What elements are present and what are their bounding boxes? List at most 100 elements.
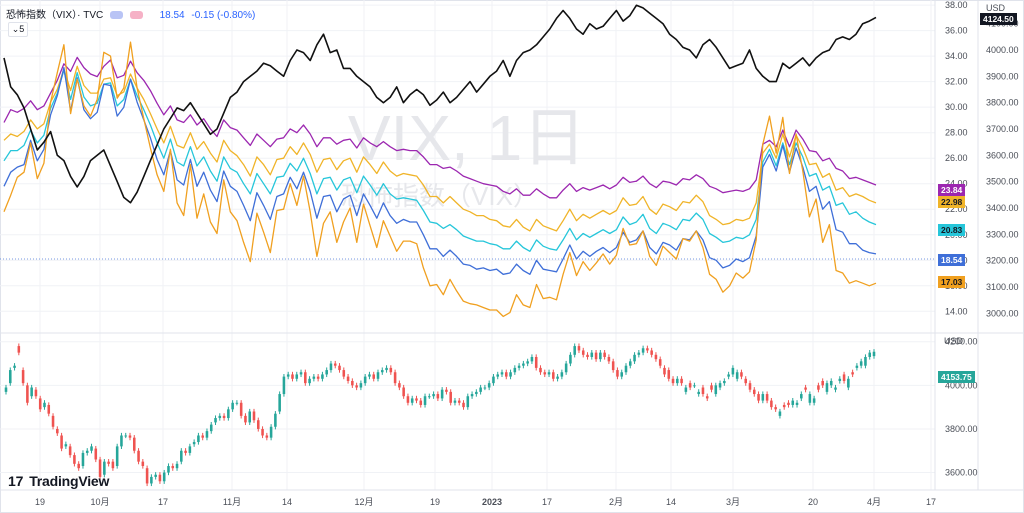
vix-tick-0: 14.00: [945, 306, 968, 316]
currency-label-bottom[interactable]: USD: [944, 336, 964, 346]
candle-146: [628, 358, 632, 369]
vix-tick-9: 32.00: [945, 77, 968, 87]
candle-25: [111, 459, 115, 471]
spx-tick-3: 3300.00: [986, 229, 1019, 239]
symbol-title[interactable]: 恐怖指数（VIX）· TVC: [6, 10, 104, 21]
candle-161: [693, 382, 696, 388]
candle-144: [620, 369, 624, 380]
candle-52: [227, 406, 230, 421]
candle-87: [376, 369, 380, 382]
candle-96: [415, 395, 418, 404]
candle-114: [492, 373, 495, 386]
candle-81: [351, 378, 354, 388]
candle-136: [586, 352, 589, 360]
candle-21: [94, 445, 98, 463]
candle-68: [295, 371, 299, 382]
tv-logo-icon: 17: [8, 473, 24, 489]
candle-33: [145, 465, 149, 487]
candle-175: [752, 387, 756, 397]
settings-toggle-icon[interactable]: [129, 11, 143, 20]
candle-65: [282, 373, 286, 397]
candle-129: [556, 373, 559, 382]
fold-chevron-icon: ⌄: [11, 24, 20, 34]
candle-193: [829, 378, 833, 388]
fold-indicator-button[interactable]: ⌄5: [8, 22, 28, 37]
candle-70: [304, 369, 307, 386]
candle-108: [466, 393, 470, 410]
candle-157: [676, 376, 679, 386]
candle-41: [180, 448, 183, 465]
spx-tick-4: 3400.00: [986, 203, 1019, 213]
candle-63: [274, 411, 277, 430]
candle-18: [81, 450, 85, 469]
candle-95: [410, 395, 414, 406]
time-axis[interactable]: 19 10月 17 11月 14 12月 19 2023 17 2月 14 3月 20 4月 17: [35, 497, 936, 507]
candle-88: [380, 367, 384, 375]
candle-128: [552, 369, 555, 382]
candle-31: [137, 448, 140, 465]
vix-tick-8: 30.00: [945, 102, 968, 112]
candle-198: [851, 369, 854, 378]
vix-price-axis[interactable]: 14.0016.0018.0020.0022.0024.0026.0028.00…: [945, 0, 968, 316]
spx-tick-8: 3800.00: [986, 98, 1019, 108]
candle-104: [449, 389, 452, 406]
candle-165: [710, 382, 713, 393]
vix-tick-4: 22.00: [945, 204, 968, 214]
logo-text: TradingView: [29, 473, 110, 489]
candle-91: [393, 369, 397, 386]
time-tick-2: 17: [158, 497, 168, 507]
candle-43: [188, 443, 192, 456]
candle-price-axis[interactable]: 3600.00 3800.00 4000.00 4200.00: [945, 337, 978, 478]
time-tick-0: 19: [35, 497, 45, 507]
candle-120: [517, 363, 521, 371]
candle-101: [436, 391, 440, 402]
visibility-toggle-icon[interactable]: [110, 11, 124, 20]
candle-126: [543, 369, 547, 378]
watermark-name: 恐怖指数（VIX）: [341, 181, 539, 211]
badge-spx-last: 4124.50: [980, 13, 1017, 25]
candle-79: [342, 367, 346, 380]
candle-48: [209, 421, 213, 434]
time-tick-9: 2月: [609, 497, 623, 507]
candle-110: [475, 389, 478, 397]
candle-20: [90, 443, 93, 454]
candle-55: [239, 400, 243, 419]
candle-174: [748, 380, 752, 393]
candle-5: [26, 382, 29, 406]
candle-24: [107, 459, 110, 467]
candle-78: [338, 363, 341, 373]
candle-100: [432, 391, 435, 399]
candle-162: [697, 389, 700, 397]
spx-tick-5: 3500.00: [986, 177, 1019, 187]
candle-66: [286, 371, 290, 380]
candle-134: [577, 343, 581, 354]
candle-92: [398, 380, 401, 391]
vix-tick-12: 38.00: [945, 0, 968, 10]
candle-27: [120, 432, 123, 450]
candle-13: [60, 432, 63, 452]
candle-132: [569, 352, 572, 367]
candle-34: [150, 474, 153, 487]
candle-0: [4, 384, 8, 395]
candle-142: [611, 358, 615, 373]
candle-168: [723, 378, 726, 386]
candle-19: [85, 448, 89, 456]
candle-109: [470, 391, 474, 399]
time-tick-6: 19: [430, 497, 440, 507]
candle-149: [641, 345, 645, 356]
candle-201: [864, 354, 867, 369]
candle-12: [56, 426, 59, 436]
candle-71: [308, 376, 311, 386]
candle-115: [496, 371, 500, 380]
candle-9: [43, 400, 46, 410]
candle-189: [812, 395, 816, 406]
candle-17: [77, 461, 80, 471]
spx-price-axis[interactable]: 3000.00 3100.00 3200.00 3300.00 3400.00 3500.…: [986, 19, 1019, 319]
candle-143: [616, 367, 619, 380]
candle-10: [47, 402, 51, 417]
currency-label-top[interactable]: USD: [986, 3, 1006, 13]
candle-75: [325, 367, 328, 378]
candle-131: [564, 360, 568, 375]
candle-172: [740, 369, 743, 380]
candle-98: [423, 393, 427, 408]
